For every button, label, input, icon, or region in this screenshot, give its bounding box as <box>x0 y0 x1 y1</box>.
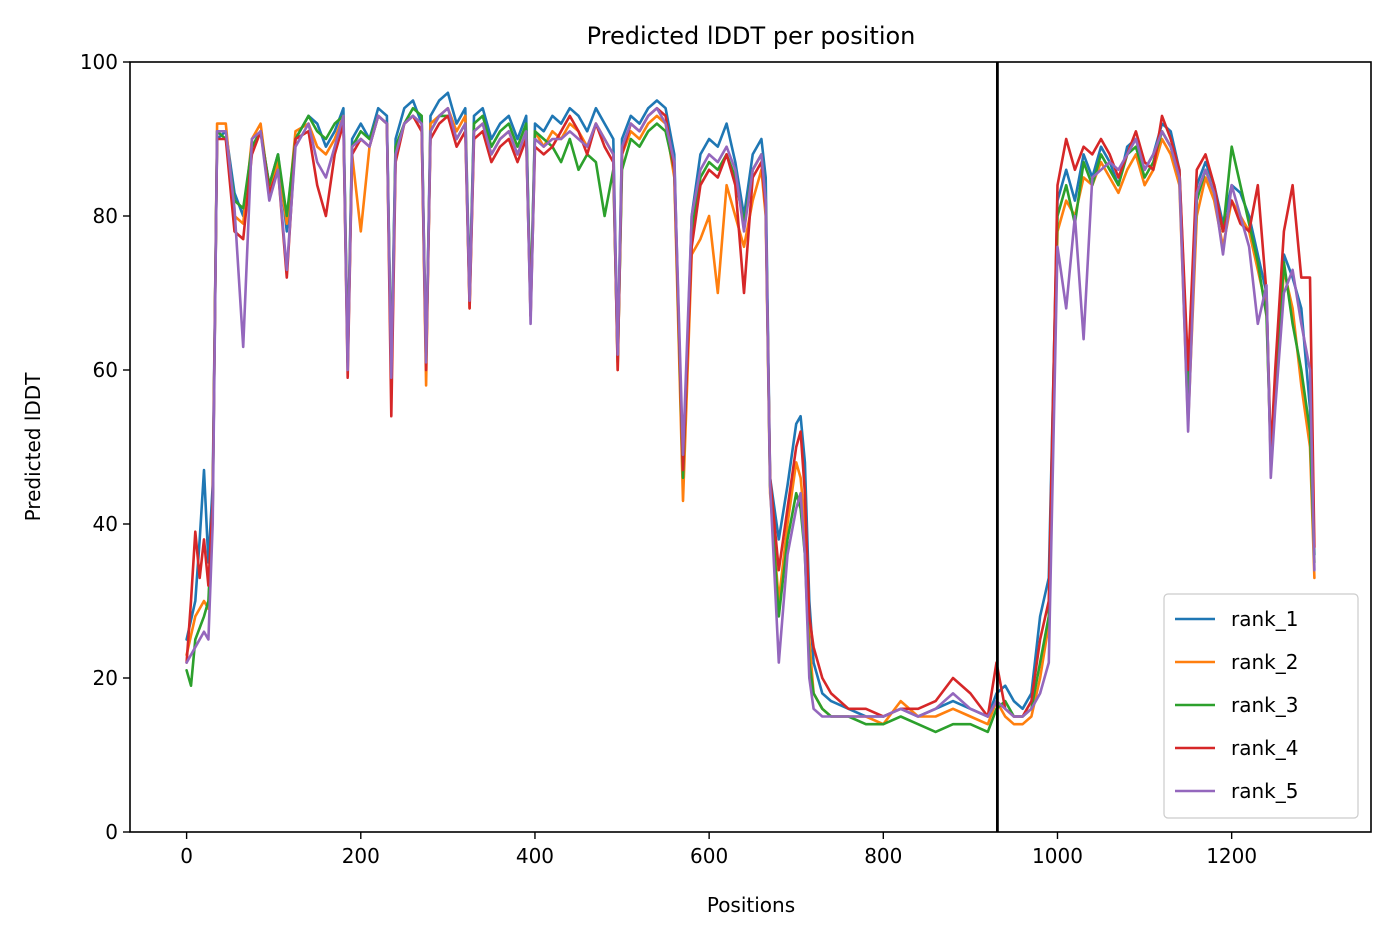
legend-label-rank-3: rank_3 <box>1231 693 1298 717</box>
x-tick-label: 0 <box>180 844 193 868</box>
legend-label-rank-4: rank_4 <box>1231 736 1298 760</box>
x-tick-label: 800 <box>864 844 902 868</box>
x-tick-label: 400 <box>516 844 554 868</box>
series-line-rank-5 <box>185 106 1316 718</box>
legend-box <box>1163 593 1359 819</box>
y-tick-label: 100 <box>80 50 118 74</box>
legend-label-rank-5: rank_5 <box>1231 779 1298 803</box>
axes-frame <box>129 61 1372 833</box>
legend-label-rank-2: rank_2 <box>1231 650 1298 674</box>
plot-area <box>185 62 1316 832</box>
legend: rank_1 rank_2 rank_3 rank_4 rank_5 <box>1163 593 1359 819</box>
y-tick-label: 60 <box>93 358 118 382</box>
x-axis: 0 200 400 600 800 1000 1200 <box>180 832 1257 868</box>
chart-title: Predicted lDDT per position <box>587 22 916 50</box>
y-tick-label: 20 <box>93 666 118 690</box>
x-tick-label: 600 <box>690 844 728 868</box>
x-axis-label: Positions <box>707 893 795 917</box>
y-tick-label: 0 <box>105 820 118 844</box>
x-tick-label: 1200 <box>1206 844 1257 868</box>
series-line-rank-2 <box>185 106 1316 726</box>
x-tick-label: 1000 <box>1032 844 1083 868</box>
y-tick-label: 40 <box>93 512 118 536</box>
y-axis-label: Predicted lDDT <box>21 372 45 522</box>
y-tick-label: 80 <box>93 204 118 228</box>
x-tick-label: 200 <box>342 844 380 868</box>
legend-label-rank-1: rank_1 <box>1231 607 1298 631</box>
y-axis: 0 20 40 60 80 100 <box>80 50 130 844</box>
